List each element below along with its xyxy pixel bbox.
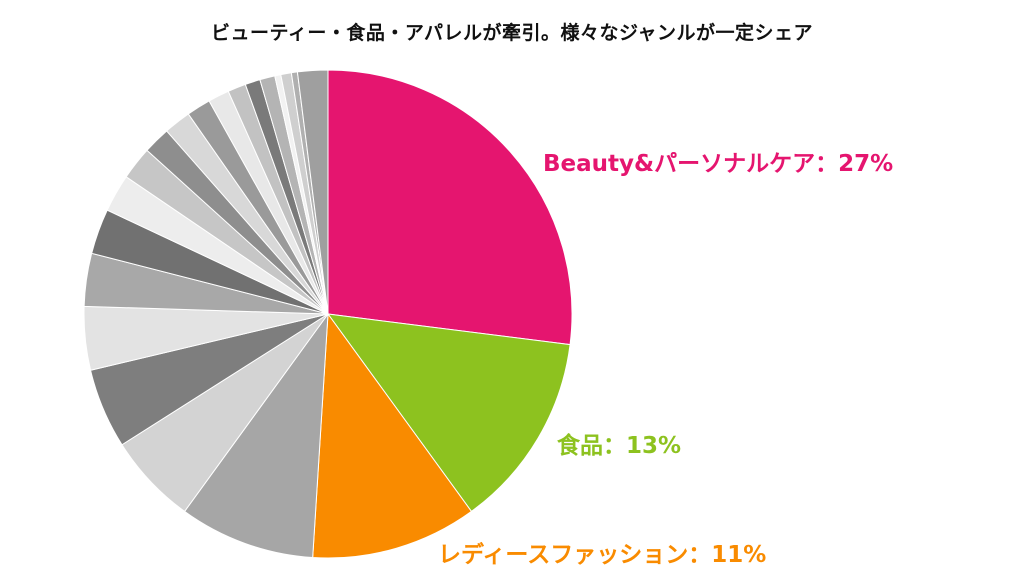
pie-slice-0 [327,69,573,346]
callout-food: 食品：13% [557,433,682,459]
pie-slice-3 [183,312,329,559]
callout-beauty-personal-care: Beauty&パーソナルケア：27% [543,151,894,177]
callout-ladies-fashion: レディースファッション：11% [438,542,767,568]
pie-slice-1 [326,313,571,513]
chart-title: ビューティー・食品・アパレルが牽引。様々なジャンルが一定シェア [210,22,814,44]
pie-slice-21 [296,69,329,315]
pie-slice-2 [312,312,473,559]
